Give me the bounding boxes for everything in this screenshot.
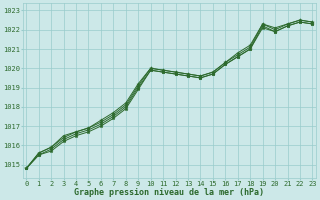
X-axis label: Graphe pression niveau de la mer (hPa): Graphe pression niveau de la mer (hPa) — [74, 188, 264, 197]
